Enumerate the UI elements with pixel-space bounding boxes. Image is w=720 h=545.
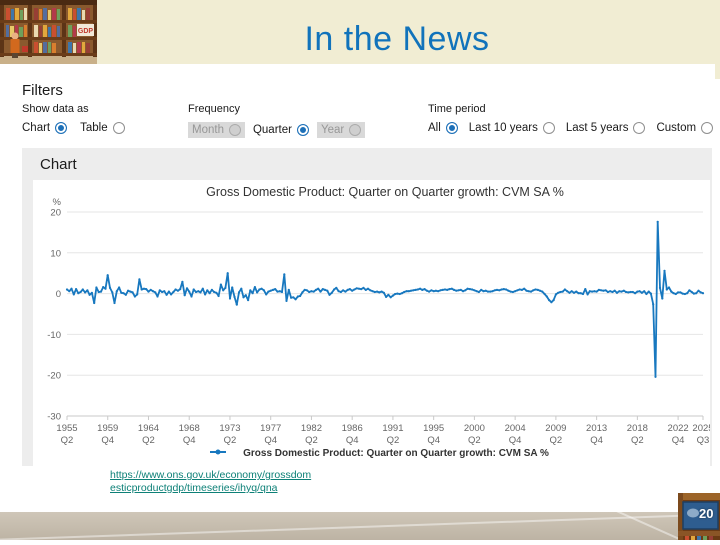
gdp-line-chart: Gross Domestic Product: Quarter on Quart… <box>33 180 714 466</box>
svg-text:10: 10 <box>50 248 61 259</box>
svg-text:Q2: Q2 <box>61 435 74 446</box>
chart-panel-heading: Chart <box>40 156 77 173</box>
svg-text:-30: -30 <box>47 412 61 423</box>
radio-all[interactable]: All <box>428 122 458 134</box>
radio-icon <box>542 122 555 134</box>
svg-text:Q2: Q2 <box>305 435 318 446</box>
radio-year[interactable]: Year <box>316 122 366 138</box>
svg-text:2018: 2018 <box>627 423 648 434</box>
svg-text:2022: 2022 <box>668 423 689 434</box>
radio-last-10-years-label: Last 10 years <box>468 122 538 134</box>
svg-text:2000: 2000 <box>464 423 485 434</box>
radio-table[interactable]: Table <box>80 122 125 134</box>
svg-text:20: 20 <box>50 208 61 219</box>
chart-panel: Chart Gross Domestic Product: Quarter on… <box>22 148 714 466</box>
svg-text:1968: 1968 <box>179 423 200 434</box>
filters-heading: Filters <box>22 82 63 99</box>
svg-text:Q2: Q2 <box>224 435 237 446</box>
radio-table-label: Table <box>80 122 108 134</box>
svg-text:Q2: Q2 <box>387 435 400 446</box>
radio-all-label: All <box>428 122 441 134</box>
bookshop-illustration: GDP <box>0 0 97 64</box>
svg-text:Q2: Q2 <box>468 435 481 446</box>
svg-text:1982: 1982 <box>301 423 322 434</box>
radio-icon <box>445 122 458 134</box>
svg-text:2025: 2025 <box>692 423 710 434</box>
header-edge-tab <box>715 64 720 79</box>
svg-text:Q4: Q4 <box>509 435 522 446</box>
filter-group-time-period: Time period All Last 10 years Last 5 yea… <box>428 103 714 134</box>
svg-text:Q4: Q4 <box>346 435 359 446</box>
radio-last-5-years-label: Last 5 years <box>565 122 629 134</box>
svg-text:Q4: Q4 <box>672 435 685 446</box>
radio-chart[interactable]: Chart <box>22 122 68 134</box>
radio-icon <box>349 124 362 136</box>
radio-last-10-years[interactable]: Last 10 years <box>469 122 555 134</box>
svg-text:1959: 1959 <box>97 423 118 434</box>
radio-icon <box>296 124 309 136</box>
svg-text:-10: -10 <box>47 330 61 341</box>
show-data-as-label: Show data as <box>22 103 89 115</box>
svg-text:2013: 2013 <box>586 423 607 434</box>
radio-last-5-years[interactable]: Last 5 years <box>566 122 646 134</box>
svg-text:1964: 1964 <box>138 423 159 434</box>
page-title: In the News <box>304 20 490 58</box>
radio-quarter-label: Quarter <box>252 124 292 136</box>
radio-icon <box>701 122 714 134</box>
svg-text:1955: 1955 <box>56 423 77 434</box>
floor-photo-strip <box>0 512 720 540</box>
radio-custom-label: Custom <box>656 122 697 134</box>
svg-text:-20: -20 <box>47 371 61 382</box>
chart-title: Gross Domestic Product: Quarter on Quart… <box>206 185 564 199</box>
header-band <box>0 0 720 64</box>
source-link-line1: https://www.ons.gov.uk/economy/grossdom <box>110 469 312 481</box>
floor-tile-line <box>0 512 720 540</box>
svg-text:0: 0 <box>56 289 61 300</box>
gdp-sign-text: GDP <box>78 28 94 35</box>
radio-icon <box>633 122 646 134</box>
svg-text:Q2: Q2 <box>550 435 563 446</box>
radio-icon <box>228 124 241 136</box>
svg-text:Gross Domestic Product: Quarte: Gross Domestic Product: Quarter on Quart… <box>243 448 549 459</box>
svg-text:1977: 1977 <box>260 423 281 434</box>
svg-text:1995: 1995 <box>423 423 444 434</box>
bookshop-corner-illustration <box>678 493 720 540</box>
filter-group-show-data-as: Show data as Chart Table <box>22 103 125 134</box>
radio-icon <box>112 122 125 134</box>
bookshop-image: GDP <box>0 0 97 64</box>
svg-text:Q4: Q4 <box>590 435 603 446</box>
radio-custom[interactable]: Custom <box>656 122 714 134</box>
svg-text:1973: 1973 <box>219 423 240 434</box>
svg-text:1986: 1986 <box>342 423 363 434</box>
svg-text:Q2: Q2 <box>142 435 155 446</box>
page-number: 20 <box>699 506 714 521</box>
svg-text:Q2: Q2 <box>631 435 644 446</box>
chart-legend[interactable]: Gross Domestic Product: Quarter on Quart… <box>210 448 549 459</box>
svg-text:Q4: Q4 <box>183 435 196 446</box>
svg-text:Q4: Q4 <box>101 435 114 446</box>
svg-text:Q4: Q4 <box>427 435 440 446</box>
svg-text:Q3: Q3 <box>697 435 710 446</box>
radio-year-label: Year <box>320 124 345 136</box>
bookshop-corner-image <box>678 493 720 540</box>
filter-group-frequency: Frequency Month Quarter Year <box>188 103 366 138</box>
y-axis-unit: % <box>53 197 62 208</box>
source-link-line2: esticproductgdp/timeseries/ihyq/qna <box>110 482 278 494</box>
radio-chart-label: Chart <box>22 122 51 134</box>
svg-text:Q4: Q4 <box>264 435 277 446</box>
svg-text:1991: 1991 <box>382 423 403 434</box>
time-period-label: Time period <box>428 103 486 115</box>
source-link[interactable]: https://www.ons.gov.uk/economy/grossdom … <box>110 469 311 495</box>
radio-icon <box>55 122 68 134</box>
radio-quarter[interactable]: Quarter <box>253 124 309 136</box>
radio-month-label: Month <box>192 124 224 136</box>
x-axis: 1955Q21959Q41964Q21968Q41973Q21977Q41982… <box>56 416 714 446</box>
svg-text:2009: 2009 <box>545 423 566 434</box>
svg-text:2004: 2004 <box>505 423 526 434</box>
frequency-label: Frequency <box>188 103 240 115</box>
radio-month[interactable]: Month <box>188 122 245 138</box>
gdp-series-line <box>65 220 705 378</box>
